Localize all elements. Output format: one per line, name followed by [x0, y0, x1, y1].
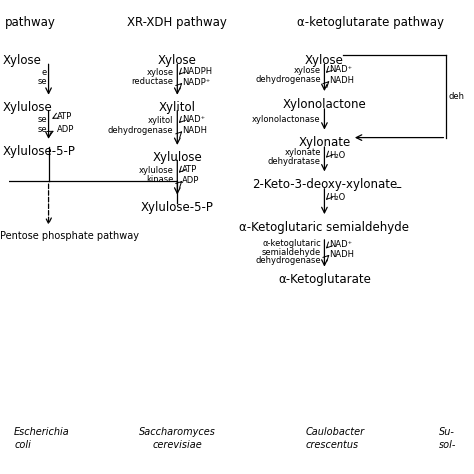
Text: reductase: reductase	[132, 77, 173, 86]
Text: Xylulose: Xylulose	[153, 151, 202, 164]
Text: xylose: xylose	[146, 68, 173, 77]
Text: crescentus: crescentus	[306, 440, 359, 450]
Text: deh: deh	[448, 92, 465, 101]
Text: Xylulose-5-P: Xylulose-5-P	[141, 201, 214, 214]
Text: xylulose: xylulose	[139, 166, 173, 175]
Text: ATP: ATP	[182, 164, 198, 173]
Text: se: se	[37, 115, 47, 124]
Text: semialdehyde: semialdehyde	[262, 248, 321, 257]
Text: –: –	[396, 181, 401, 194]
Text: Xylulose-5-P: Xylulose-5-P	[2, 145, 75, 158]
Text: se: se	[37, 125, 47, 134]
Text: ADP: ADP	[182, 176, 200, 185]
Text: 2-Keto-3-deoxy-xylonate: 2-Keto-3-deoxy-xylonate	[252, 178, 397, 191]
Text: α-Ketoglutaric semialdehyde: α-Ketoglutaric semialdehyde	[239, 221, 410, 234]
Text: pathway: pathway	[5, 17, 56, 29]
Text: ATP: ATP	[57, 112, 72, 121]
Text: NADP⁺: NADP⁺	[182, 78, 210, 87]
Text: xylitol: xylitol	[148, 117, 173, 125]
Text: dehydratase: dehydratase	[268, 157, 321, 166]
Text: H₂O: H₂O	[329, 193, 345, 202]
Text: XR-XDH pathway: XR-XDH pathway	[128, 17, 227, 29]
Text: coli: coli	[14, 440, 31, 450]
Text: dehydrogenase: dehydrogenase	[255, 75, 321, 84]
Text: Escherichia: Escherichia	[14, 428, 70, 438]
Text: NAD⁺: NAD⁺	[182, 115, 206, 124]
Text: sol-: sol-	[439, 440, 457, 450]
Text: se: se	[37, 77, 47, 86]
Text: Xylose: Xylose	[158, 54, 197, 66]
Text: kinase: kinase	[146, 175, 173, 184]
Text: NADH: NADH	[329, 76, 354, 85]
Text: NADH: NADH	[182, 126, 207, 135]
Text: NAD⁺: NAD⁺	[329, 240, 352, 249]
Text: Xylonolactone: Xylonolactone	[283, 98, 366, 110]
Text: e: e	[42, 68, 47, 77]
Text: Xylonate: Xylonate	[298, 136, 351, 149]
Text: Su-: Su-	[439, 428, 455, 438]
Text: Xylose: Xylose	[2, 54, 41, 66]
Text: Saccharomyces: Saccharomyces	[139, 428, 216, 438]
Text: ADP: ADP	[57, 125, 74, 134]
Text: α-ketoglutaric: α-ketoglutaric	[262, 239, 321, 248]
Text: cerevisiae: cerevisiae	[153, 440, 202, 450]
Text: Pentose phosphate pathway: Pentose phosphate pathway	[0, 231, 139, 241]
Text: NADH: NADH	[329, 250, 354, 259]
Text: dehydrogenase: dehydrogenase	[108, 126, 173, 135]
Text: Xylitol: Xylitol	[159, 101, 196, 114]
Text: H₂O: H₂O	[329, 151, 345, 160]
Text: xylonolactonase: xylonolactonase	[252, 115, 321, 124]
Text: α-ketoglutarate pathway: α-ketoglutarate pathway	[297, 17, 444, 29]
Text: Xylose: Xylose	[305, 54, 344, 66]
Text: xylose: xylose	[293, 66, 321, 75]
Text: dehydrogenase: dehydrogenase	[255, 256, 321, 265]
Text: Xylulose: Xylulose	[2, 101, 52, 114]
Text: NAD⁺: NAD⁺	[329, 65, 352, 74]
Text: NADPH: NADPH	[182, 67, 212, 76]
Text: α-Ketoglutarate: α-Ketoglutarate	[278, 273, 371, 286]
Text: xylonate: xylonate	[284, 148, 321, 157]
Text: Caulobacter: Caulobacter	[306, 428, 365, 438]
